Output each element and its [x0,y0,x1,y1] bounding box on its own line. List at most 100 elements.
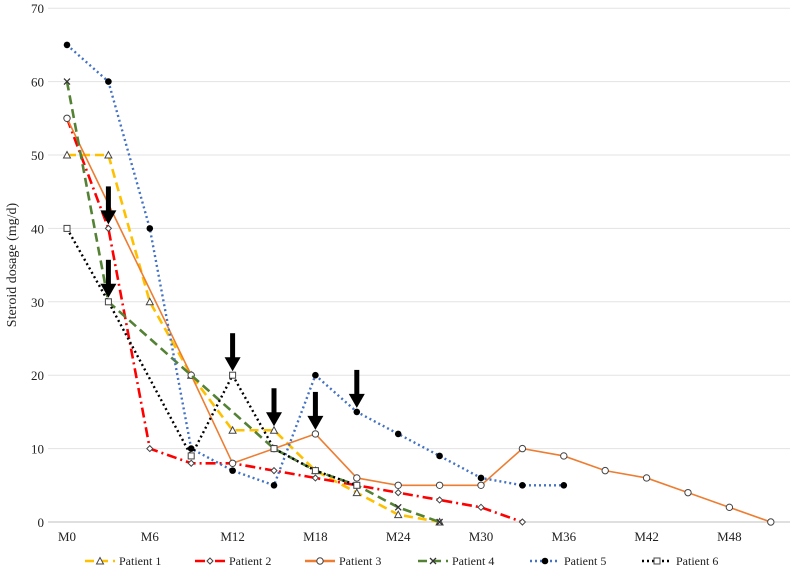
arrow-shaft [105,259,111,286]
data-point [62,150,72,159]
series-patient-2 [63,114,527,526]
arrow-head [348,393,365,408]
data-point [206,557,214,565]
arrow-head [100,210,117,225]
legend-item: Patient 2 [195,554,271,568]
data-point [642,474,651,482]
data-point [353,408,361,416]
data-point [601,466,609,475]
data-point [63,114,71,123]
series-patient-5 [63,41,568,489]
data-point [436,518,444,526]
x-tick-label: M6 [141,529,160,544]
data-point [270,482,278,489]
data-point [311,430,320,438]
data-point [63,78,71,86]
y-tick-label: 30 [31,295,44,310]
data-point [105,78,112,85]
legend-label: Patient 3 [339,554,381,568]
series-line [66,117,772,523]
arrow-head [307,415,324,430]
data-point [63,41,71,49]
legend-label: Patient 5 [564,554,606,568]
arrow-annotation [266,388,282,427]
data-point [477,503,485,512]
y-tick-label: 70 [31,1,44,16]
data-point [312,371,319,379]
series-line [65,117,523,524]
arrow-shaft [312,391,318,418]
data-point [63,224,71,232]
data-point [95,556,105,565]
series-line [67,153,440,524]
data-point [394,488,402,497]
data-point [393,510,403,519]
data-point [436,452,443,460]
data-point [228,425,237,434]
data-point [187,459,195,467]
data-point [228,459,237,467]
data-point [353,474,361,482]
data-point [477,474,485,482]
data-point [541,557,549,565]
x-tick-label: M36 [552,529,577,544]
arrow-shaft [230,333,236,360]
arrow-annotation [307,391,324,430]
y-tick-label: 0 [38,515,45,530]
data-point [725,503,734,512]
data-point [146,225,154,232]
data-point [352,488,362,497]
arrow-annotation [100,186,117,225]
arrow-shaft [354,369,360,396]
data-point [435,496,444,504]
data-point [560,482,568,489]
arrow-shaft [271,388,277,415]
x-tick-label: M48 [717,529,742,544]
data-point [145,297,155,306]
y-tick-label: 10 [31,442,44,457]
x-tick-label: M30 [469,529,494,544]
data-point [104,224,113,233]
legend-label: Patient 2 [229,554,271,568]
y-axis-label: Steroid dosage (mg/d) [5,202,20,327]
data-point [394,430,402,438]
data-point [187,452,195,460]
arrow-head [100,283,117,298]
data-point [429,557,437,565]
legend-label: Patient 4 [452,554,494,568]
y-tick-label: 50 [31,148,44,163]
y-tick-label: 60 [31,75,44,90]
legend-item: Patient 5 [530,554,606,568]
arrow-head [266,412,282,427]
x-tick-label: M0 [58,529,76,544]
data-point [435,481,444,489]
y-tick-label: 20 [31,368,44,383]
series-patient-1 [62,150,444,526]
data-point [394,481,402,489]
series-patient-3 [63,114,775,526]
data-point [270,445,278,453]
y-tick-label: 40 [31,221,44,236]
data-point [767,518,775,526]
data-point [653,557,661,565]
data-point [187,445,195,452]
legend-item: Patient 1 [85,554,161,568]
x-tick-label: M18 [303,529,328,544]
arrow-annotation [224,333,241,372]
data-point [684,488,692,497]
data-point [518,518,527,526]
legend-item: Patient 3 [305,554,381,568]
data-point [104,150,113,159]
data-point [270,466,278,475]
data-point [146,444,154,453]
series-patient-6 [63,224,361,489]
arrow-annotation [100,259,117,298]
data-point [269,425,279,434]
legend-item: Patient 6 [642,554,718,568]
data-point [519,482,526,489]
legend-label: Patient 6 [676,554,718,568]
data-point [518,444,527,453]
data-point [560,452,568,460]
